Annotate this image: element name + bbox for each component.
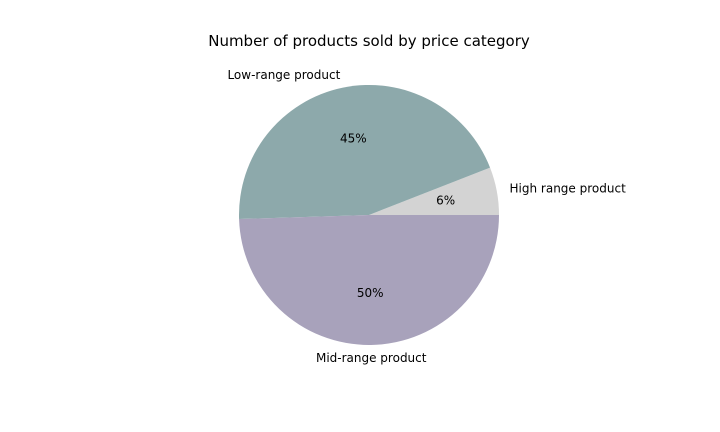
pie-labels: 6% High range product 45% Low-range product… xyxy=(227,68,626,365)
pie-slice-2 xyxy=(238,85,491,220)
pie-slices xyxy=(238,85,500,346)
chart-title: Number of products sold by price categor… xyxy=(208,32,530,50)
slice-percent-label: 6% xyxy=(436,194,455,208)
pie-slice-1 xyxy=(369,167,499,215)
slice-percent-label: 45% xyxy=(340,132,367,146)
slice-category-label: Mid-range product xyxy=(316,351,427,365)
slice-category-label: Low-range product xyxy=(227,68,340,82)
pie-slice-3 xyxy=(239,215,500,346)
slice-percent-label: 50% xyxy=(357,286,384,300)
slice-category-label: High range product xyxy=(510,181,627,195)
